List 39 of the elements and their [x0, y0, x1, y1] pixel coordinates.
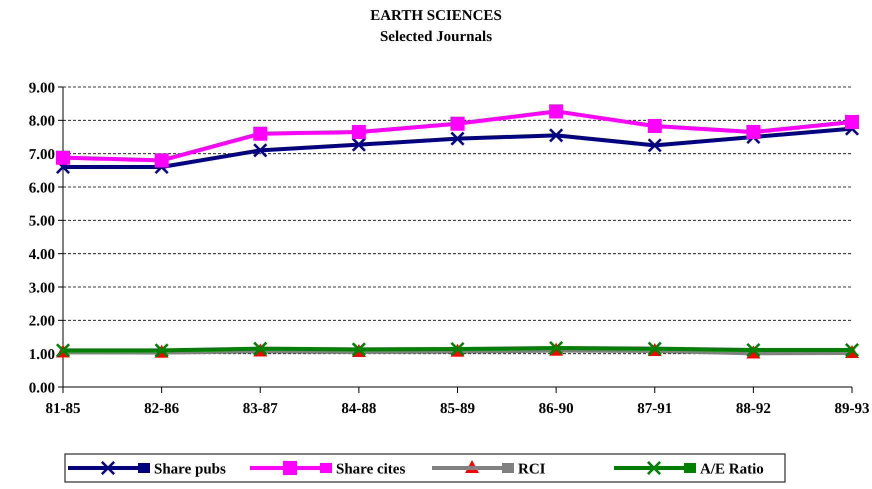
y-tick-label: 5.00: [28, 214, 55, 230]
legend-label: A/E Ratio: [700, 461, 764, 478]
point: [648, 138, 662, 152]
point: [352, 138, 366, 152]
point: [450, 116, 464, 131]
point: [253, 143, 268, 158]
y-tick-label: 1.00: [28, 346, 55, 363]
legend-label: Share cites: [336, 461, 406, 478]
x-tick-label: 86-90: [538, 401, 574, 417]
y-tick-label: 3.00: [28, 280, 55, 296]
y-tick-label: 2.00: [28, 314, 55, 330]
point: [549, 104, 564, 118]
x-tick-label: 82-86: [144, 401, 180, 417]
chart-title: EARTH SCIENCES: [370, 8, 502, 24]
y-tick-label: 6.00: [28, 180, 55, 196]
point: [648, 119, 662, 133]
x-tick-label: 85-89: [440, 401, 475, 417]
y-tick-label: 4.00: [28, 246, 55, 263]
x-tick-label: 84-88: [341, 401, 376, 417]
point: [549, 128, 564, 142]
point: [352, 125, 366, 139]
x-tick-label: 88-92: [736, 401, 771, 417]
legend-label: Share pubs: [154, 461, 226, 478]
point: [746, 125, 760, 139]
x-tick-label: 87-91: [637, 401, 672, 417]
point: [845, 115, 859, 129]
x-tick-label: 89-93: [834, 401, 870, 417]
x-tick-label: 83-87: [242, 401, 278, 417]
point: [450, 132, 464, 146]
point: [56, 150, 70, 165]
chart-subtitle: Selected Journals: [380, 29, 492, 45]
y-tick-label: 9.00: [28, 80, 55, 96]
point: [154, 153, 169, 168]
y-tick-label: 0.00: [28, 380, 55, 396]
legend-label: RCI: [518, 461, 546, 478]
y-tick-label: 8.00: [28, 114, 55, 130]
point: [253, 126, 268, 141]
y-tick-label: 7.00: [28, 146, 55, 163]
x-tick-label: 81-85: [46, 401, 80, 417]
